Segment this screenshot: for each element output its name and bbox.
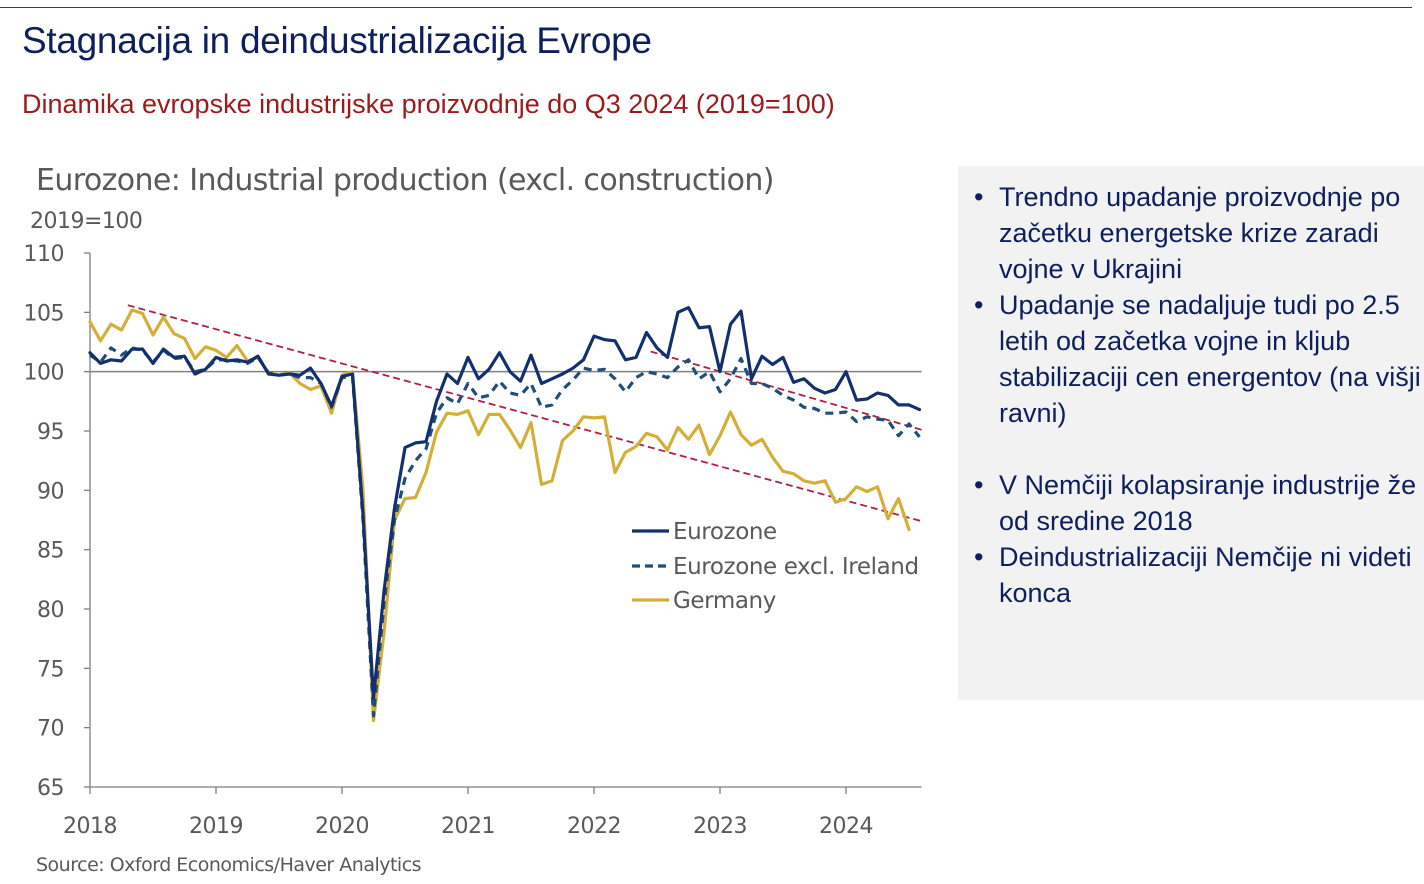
slide-subtitle: Dinamika evropske industrijske proizvodn… — [22, 89, 835, 119]
series-line-germany — [88, 308, 911, 723]
slide-title: Stagnacija in deindustrializacija Evrope — [22, 20, 652, 61]
y-tick-label: 70 — [37, 717, 64, 742]
x-tick-label: 2022 — [567, 814, 621, 839]
x-tick-label: 2018 — [63, 814, 117, 839]
x-tick-label: 2019 — [189, 814, 243, 839]
source-note: Source: Oxford Economics/Haver Analytics — [36, 854, 422, 876]
trendline-1 — [127, 304, 922, 523]
axes: 110 105 100 95 90 85 80 75 70 65 2018 2019 2020 2021 2… — [24, 242, 922, 839]
y-tick-label: 65 — [37, 776, 64, 801]
bullet-item: Trendno upadanje proizvodnje po začetku … — [970, 179, 1424, 287]
commentary-panel: Trendno upadanje proizvodnje po začetku … — [958, 166, 1424, 700]
trendlines — [127, 304, 922, 523]
y-tick-label: 105 — [24, 301, 65, 326]
series-line-eurozone-excl-ireland — [89, 346, 921, 718]
bullet-item: V Nemčiji kolapsiranje industrije že od … — [970, 467, 1424, 539]
y-tick-label: 95 — [37, 420, 64, 445]
x-tick-label: 2023 — [693, 814, 747, 839]
y-tick-label: 80 — [37, 598, 64, 623]
legend-label-eurozone-excl-ireland: Eurozone excl. Ireland — [673, 554, 919, 580]
series-lines — [88, 306, 922, 723]
y-tick-label: 100 — [24, 361, 65, 386]
chart-title: Eurozone: Industrial production (excl. c… — [36, 163, 775, 198]
legend-label-germany: Germany — [673, 588, 776, 614]
line-chart: 110 105 100 95 90 85 80 75 70 65 2018 2019 2020 2021 2… — [24, 242, 922, 839]
bullet-item: Upadanje se nadaljuje tudi po 2.5 letih … — [970, 287, 1424, 431]
x-tick-label: 2024 — [819, 814, 873, 839]
series-line-eurozone — [88, 306, 922, 700]
y-tick-label: 85 — [37, 539, 64, 564]
y-tick-label: 110 — [24, 242, 65, 267]
x-tick-label: 2020 — [315, 814, 369, 839]
y-tick-label: 75 — [37, 657, 64, 682]
top-rule — [0, 7, 1412, 8]
x-tick-label: 2021 — [441, 814, 495, 839]
y-tick-label: 90 — [37, 479, 64, 504]
legend-label-eurozone: Eurozone — [673, 519, 777, 545]
bullet-item: Deindustrializaciji Nemčije ni videti ko… — [970, 539, 1424, 611]
y-axis-unit-label: 2019=100 — [30, 209, 143, 234]
trendline-2 — [650, 350, 922, 431]
legend: Eurozone Eurozone excl. Ireland Germany — [632, 519, 919, 614]
